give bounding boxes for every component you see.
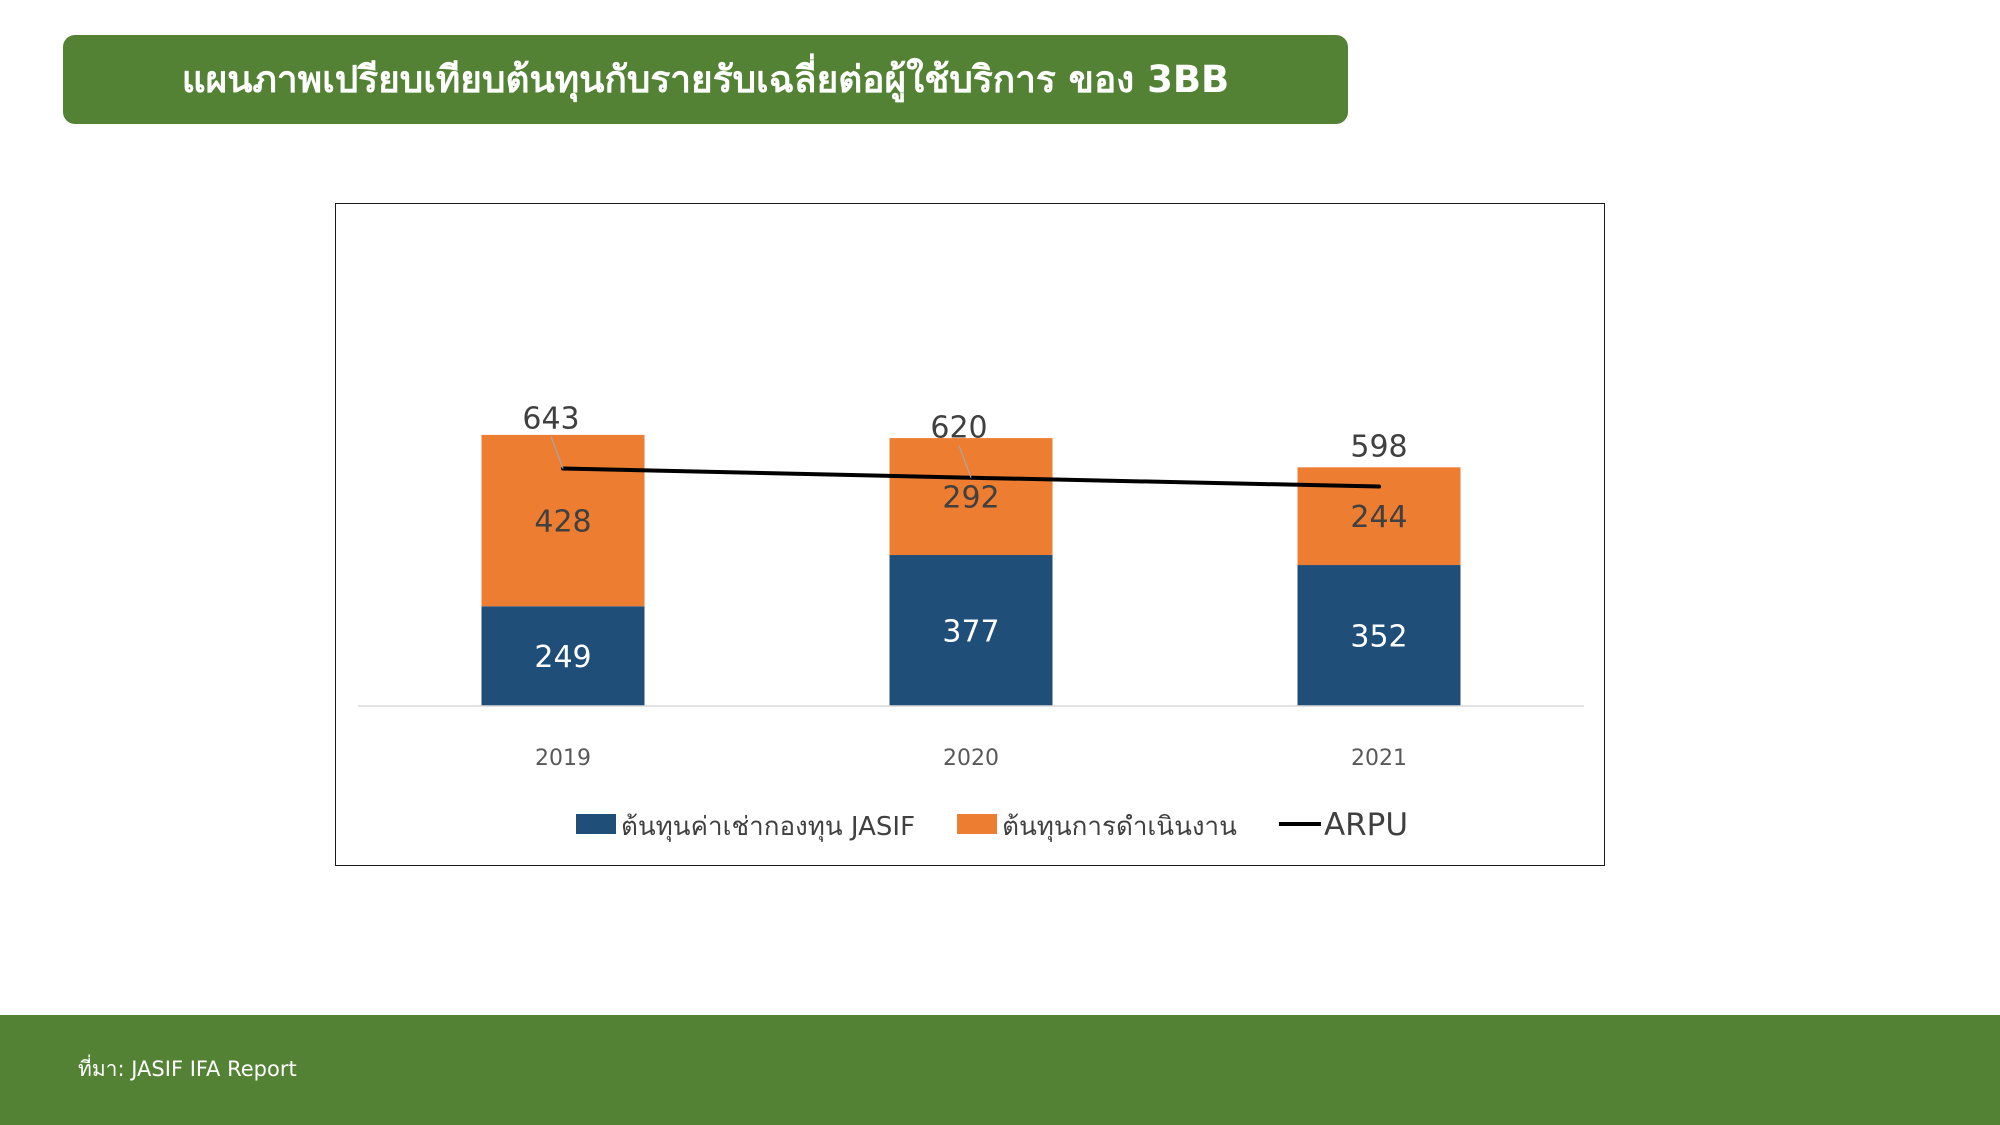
bar-lease-cost-2021 [1297, 565, 1461, 706]
data-label-lease-cost-2021: 352 [1350, 620, 1407, 655]
source-note: ที่มา: JASIF IFA Report [78, 1057, 297, 1081]
legend-swatch-operating-cost [957, 814, 998, 834]
chart-panel: 249 428 377 292 352 244 643 620 598 2019 2020 2021… [335, 203, 1605, 866]
bar-operating-cost-2020 [889, 438, 1053, 556]
data-label-lease-cost-2020: 377 [942, 615, 999, 650]
data-label-lease-cost-2019: 249 [534, 640, 591, 675]
x-tick-label-2019: 2019 [535, 746, 591, 771]
data-label-arpu-2020: 620 [930, 411, 987, 446]
legend-label-operating-cost: ต้นทุนการดำเนินงาน [1002, 812, 1237, 842]
data-label-arpu-2019: 643 [522, 402, 579, 437]
title-banner: แผนภาพเปรียบเทียบต้นทุนกับรายรับเฉลี่ยต่… [63, 35, 1348, 124]
data-label-operating-cost-2021: 244 [1350, 500, 1407, 535]
x-tick-label-2021: 2021 [1351, 746, 1407, 771]
page-title: แผนภาพเปรียบเทียบต้นทุนกับรายรับเฉลี่ยต่… [181, 58, 1230, 101]
footer-bar: ที่มา: JASIF IFA Report [0, 1015, 2000, 1125]
data-label-operating-cost-2020: 292 [942, 481, 999, 516]
legend-swatch-lease-cost [576, 814, 616, 834]
arpu-leader-line-2019 [550, 436, 564, 469]
bar-lease-cost-2019 [481, 606, 645, 706]
arpu-leader-line-2020 [958, 445, 972, 478]
x-tick-label-2020: 2020 [943, 746, 999, 771]
legend-label-lease-cost: ต้นทุนค่าเช่ากองทุน JASIF [621, 812, 915, 842]
bar-operating-cost-2019 [481, 434, 645, 607]
data-label-arpu-2021: 598 [1350, 430, 1407, 465]
legend-label-arpu: ARPU [1324, 807, 1408, 843]
stacked-bar-line-chart: 249 428 377 292 352 244 643 620 598 2019 2020 2021… [358, 402, 1584, 843]
bar-lease-cost-2020 [889, 555, 1053, 706]
data-label-operating-cost-2019: 428 [534, 505, 591, 540]
